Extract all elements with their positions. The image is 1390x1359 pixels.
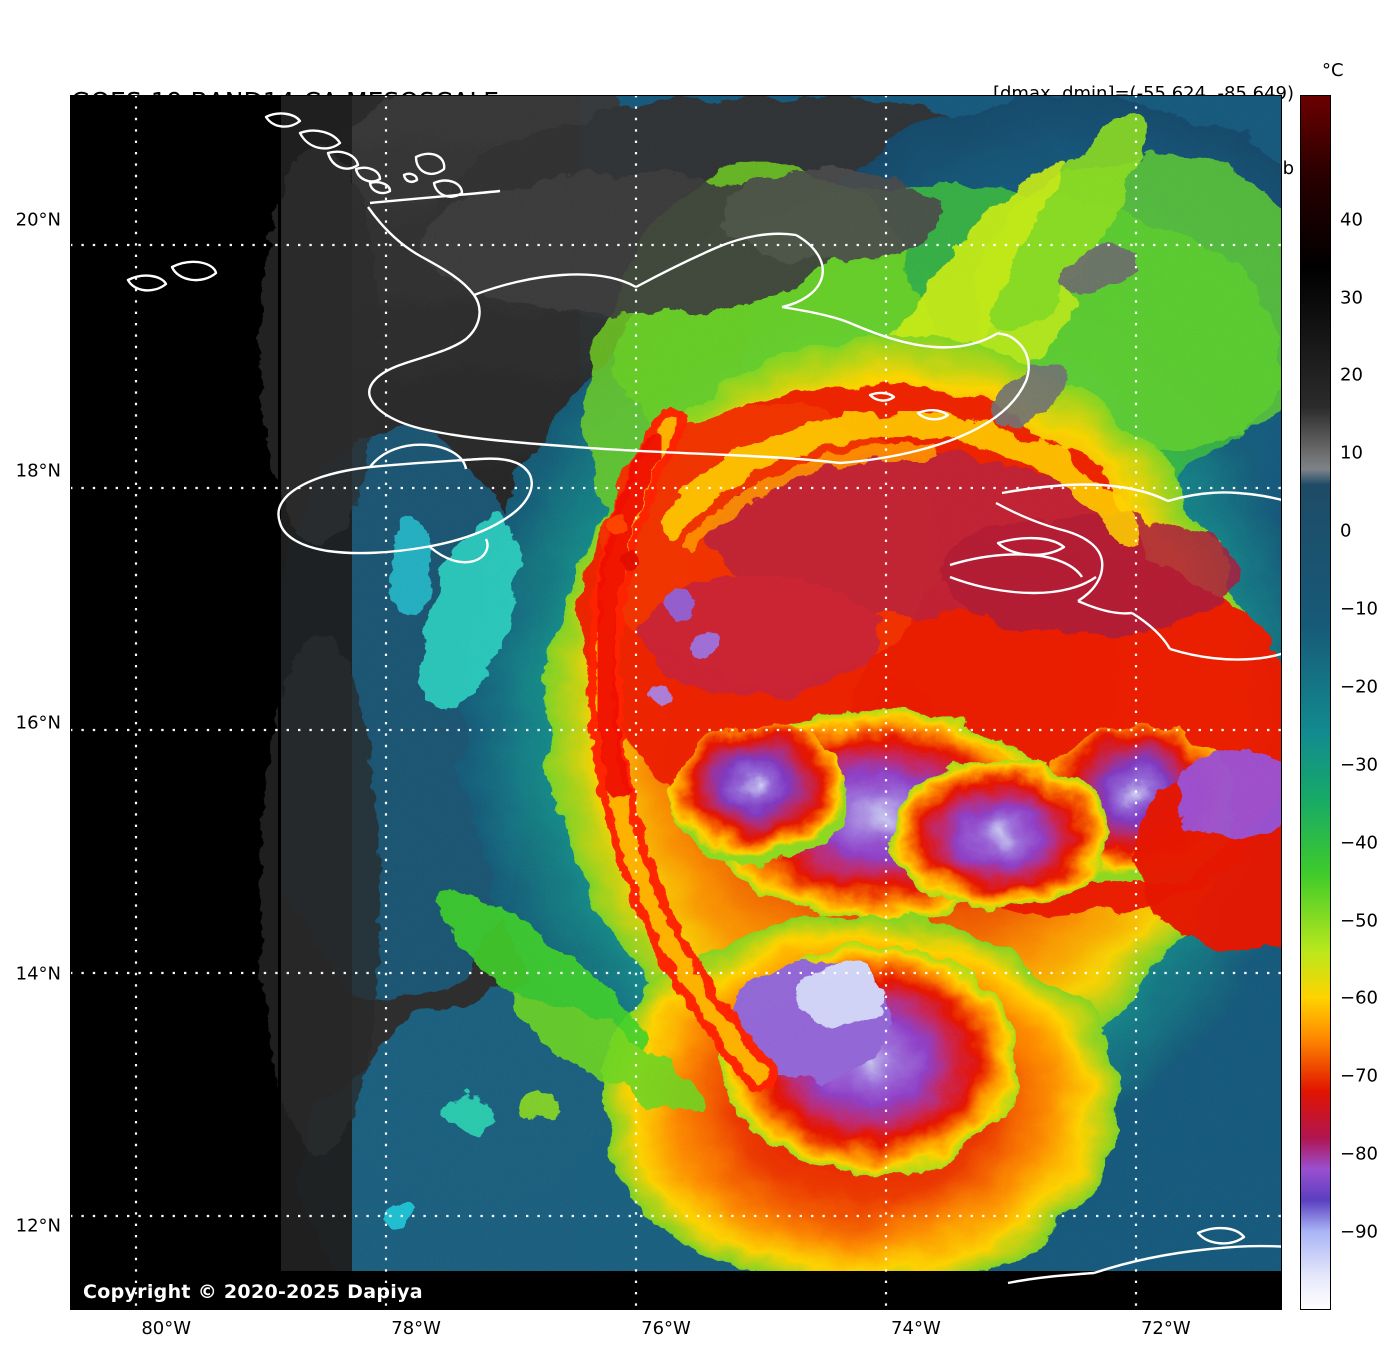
- colorbar-tick-7: −30: [1340, 754, 1378, 776]
- colorbar-gradient: [1301, 96, 1330, 1309]
- colorbar-tick-4: 0: [1340, 520, 1352, 542]
- copyright-label: Copyright © 2020-2025 Dapiya: [83, 1281, 423, 1303]
- yaxis-tick-1: 18°N: [15, 460, 61, 482]
- coastline-overlay: [126, 112, 1282, 1285]
- colorbar[interactable]: [1300, 95, 1331, 1310]
- satellite-imagery: [70, 95, 1282, 1310]
- colorbar-tick-13: −90: [1340, 1221, 1378, 1243]
- yaxis-tick-2: 16°N: [15, 712, 61, 734]
- colorbar-tick-3: 10: [1340, 442, 1363, 464]
- yaxis-tick-4: 12°N: [15, 1215, 61, 1237]
- colorbar-tick-9: −50: [1340, 910, 1378, 932]
- colorbar-tick-6: −20: [1340, 676, 1378, 698]
- xaxis-tick-1: 78°W: [391, 1318, 441, 1339]
- colorbar-tick-1: 30: [1340, 287, 1363, 308]
- colorbar-tick-11: −70: [1340, 1065, 1378, 1087]
- satellite-image-panel[interactable]: [70, 95, 1282, 1310]
- yaxis-tick-0: 20°N: [15, 209, 61, 231]
- xaxis-tick-0: 80°W: [141, 1318, 192, 1339]
- xaxis-tick-4: 72°W: [1140, 1318, 1191, 1339]
- xaxis-tick-3: 74°W: [891, 1318, 941, 1339]
- colorbar-tick-10: −60: [1340, 987, 1378, 1009]
- colorbar-tick-0: 40: [1340, 209, 1363, 231]
- colorbar-unit-label: °C: [1322, 60, 1344, 81]
- colorbar-tick-12: −80: [1340, 1143, 1378, 1165]
- colorbar-tick-8: −40: [1340, 832, 1378, 854]
- yaxis-tick-3: 14°N: [15, 963, 61, 985]
- graticule: [70, 95, 1282, 1310]
- colorbar-tick-2: 20: [1340, 364, 1363, 386]
- xaxis-tick-2: 76°W: [641, 1318, 691, 1339]
- colorbar-tick-5: −10: [1340, 598, 1378, 620]
